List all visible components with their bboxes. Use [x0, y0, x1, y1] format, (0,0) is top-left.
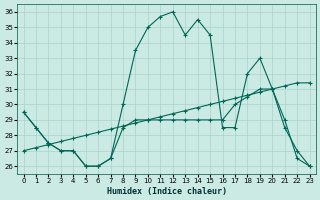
X-axis label: Humidex (Indice chaleur): Humidex (Indice chaleur)	[107, 187, 227, 196]
